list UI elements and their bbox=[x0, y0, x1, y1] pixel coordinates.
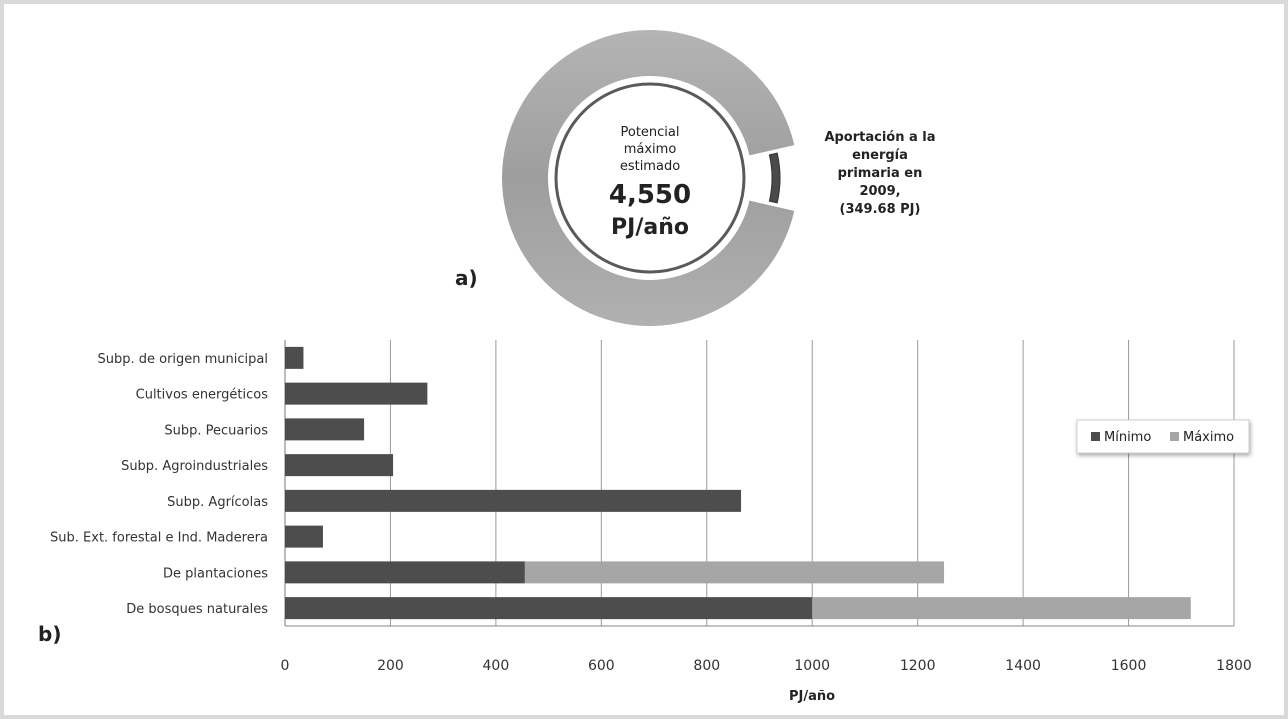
bar-minimo bbox=[285, 597, 813, 620]
x-tick-label: 400 bbox=[483, 658, 510, 674]
category-label: De bosques naturales bbox=[126, 602, 268, 617]
callout-line3: primaria en bbox=[838, 166, 923, 181]
category-label: Subp. Agroindustriales bbox=[121, 459, 268, 474]
bar-minimo bbox=[285, 418, 365, 441]
donut-center-line1: Potencial bbox=[620, 125, 679, 140]
donut-center-line3: estimado bbox=[620, 159, 680, 174]
donut-slice-aportacion bbox=[768, 152, 781, 204]
donut-slice-potencial bbox=[502, 30, 795, 327]
donut-center-value: 4,550 bbox=[609, 180, 691, 210]
legend-swatch-maximo bbox=[1170, 432, 1179, 441]
legend-label-maximo: Máximo bbox=[1183, 430, 1234, 445]
x-tick-label: 1600 bbox=[1111, 658, 1147, 674]
callout-line5: (349.68 PJ) bbox=[840, 202, 921, 217]
bar-maximo bbox=[524, 561, 945, 584]
callout-line2: energía bbox=[852, 148, 908, 163]
bar-minimo bbox=[285, 489, 742, 512]
category-label: De plantaciones bbox=[163, 566, 268, 581]
callout-line1: Aportación a la bbox=[824, 130, 935, 145]
x-tick-label: 1200 bbox=[900, 658, 936, 674]
x-tick-label: 1400 bbox=[1005, 658, 1041, 674]
legend-box bbox=[1076, 419, 1250, 454]
legend-swatch-minimo bbox=[1091, 432, 1100, 441]
panel-label-a: a) bbox=[455, 266, 478, 290]
bar-minimo bbox=[285, 454, 394, 477]
bar-minimo bbox=[285, 382, 428, 405]
legend-label-minimo: Mínimo bbox=[1104, 430, 1151, 445]
legend: Mínimo Máximo bbox=[1076, 419, 1250, 454]
donut-chart: Potencial máximo estimado 4,550 PJ/año A… bbox=[455, 30, 936, 327]
category-label: Subp. Agrícolas bbox=[167, 495, 268, 510]
x-tick-label: 0 bbox=[281, 658, 290, 674]
category-label: Subp. de origen municipal bbox=[97, 352, 268, 367]
category-label: Subp. Pecuarios bbox=[164, 423, 268, 438]
x-axis-label: PJ/año bbox=[789, 689, 835, 704]
bar-minimo bbox=[285, 561, 525, 584]
donut-center-unit: PJ/año bbox=[611, 215, 689, 240]
bar-chart: Subp. de origen municipal Cultivos energé… bbox=[38, 340, 1252, 704]
bar-minimo bbox=[285, 525, 323, 548]
x-tick-label: 200 bbox=[377, 658, 404, 674]
bar-minimo bbox=[285, 346, 304, 369]
category-label: Sub. Ext. forestal e Ind. Maderera bbox=[50, 531, 268, 546]
panel-label-b: b) bbox=[38, 622, 61, 646]
bar-maximo bbox=[812, 597, 1191, 620]
x-tick-label: 1000 bbox=[794, 658, 830, 674]
x-tick-label: 800 bbox=[693, 658, 720, 674]
callout-line4: 2009, bbox=[859, 184, 900, 199]
donut-center bbox=[554, 82, 746, 274]
category-label: Cultivos energéticos bbox=[136, 388, 269, 403]
donut-center-line2: máximo bbox=[624, 142, 677, 157]
x-tick-label: 600 bbox=[588, 658, 615, 674]
x-tick-label: 1800 bbox=[1216, 658, 1252, 674]
